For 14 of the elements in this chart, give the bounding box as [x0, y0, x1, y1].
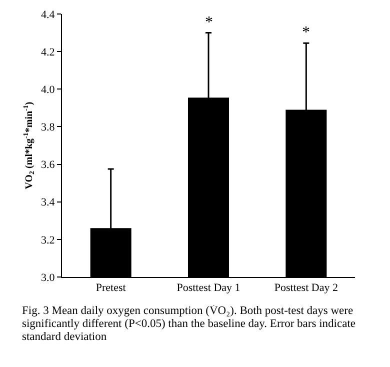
- y-tick-label: 4.2: [41, 46, 55, 58]
- y-tick-label: 4.0: [41, 84, 56, 96]
- y-tick-label: 3.6: [41, 159, 56, 172]
- annotation: *: [302, 24, 310, 41]
- x-tick-label: Posttest Day 2: [274, 282, 338, 294]
- caption: Fig. 3 Mean daily oxygen consumption (V̇O₂). Both post-test days were significantly different (P<0.05) than the baseline day. Error bars indicate standard deviation: [22, 305, 356, 344]
- x-tick-label: Pretest: [96, 282, 126, 294]
- annotation: *: [205, 14, 213, 31]
- y-tick-label: 3.0: [41, 272, 56, 284]
- y-tick-label: 3.2: [41, 234, 55, 246]
- y-tick-label: 3.8: [41, 122, 56, 134]
- x-tick-label: Posttest Day 1: [176, 282, 240, 294]
- y-tick-label: 4.4: [41, 8, 56, 21]
- y-tick-label: 3.4: [41, 196, 56, 209]
